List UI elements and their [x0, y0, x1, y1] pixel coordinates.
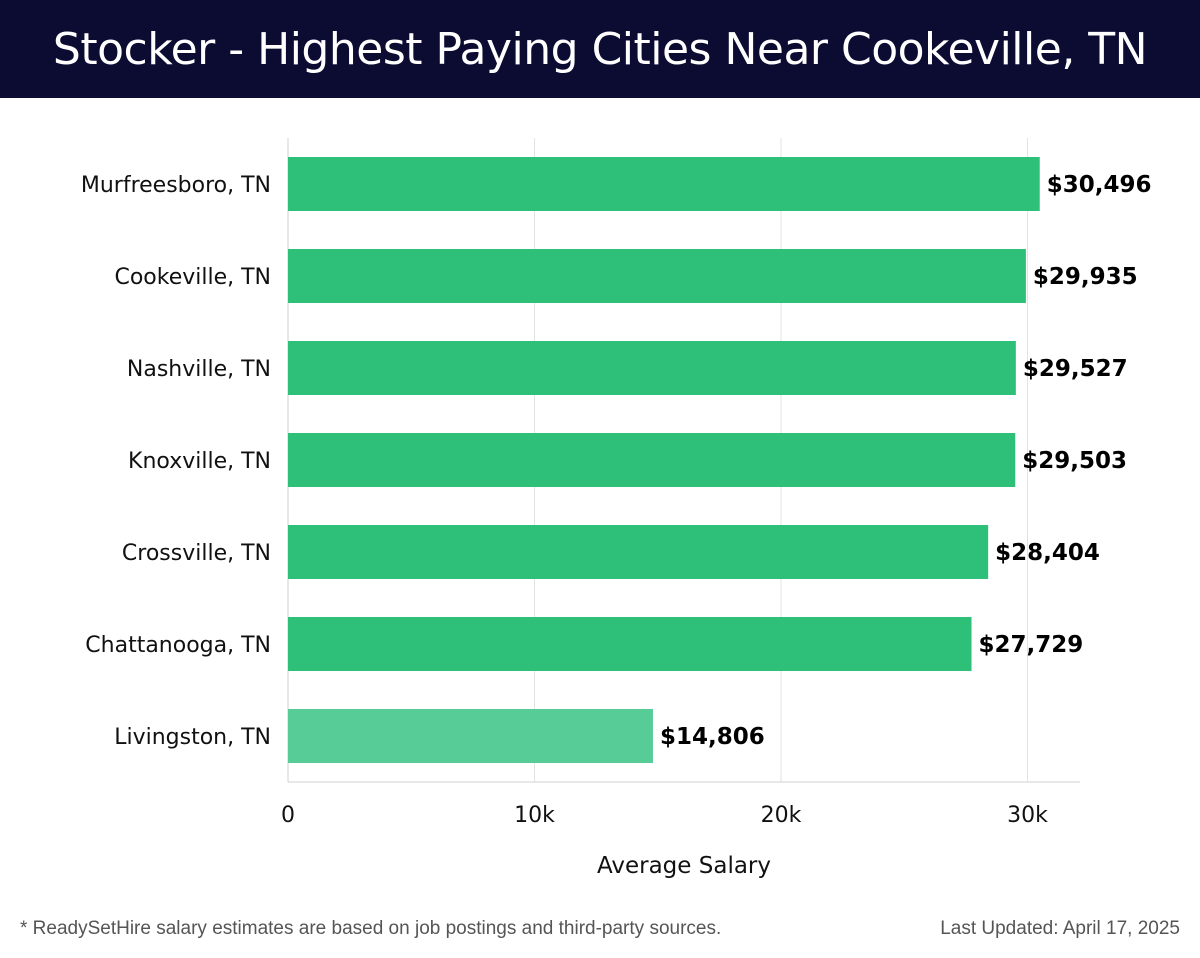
value-label: $29,935: [1033, 264, 1138, 290]
bar: [288, 709, 653, 763]
category-label: Nashville, TN: [127, 357, 271, 382]
chart-header: Stocker - Highest Paying Cities Near Coo…: [0, 0, 1200, 98]
bar: [288, 157, 1040, 211]
value-label: $30,496: [1047, 172, 1152, 198]
category-label: Knoxville, TN: [128, 449, 271, 474]
chart-title: Stocker - Highest Paying Cities Near Coo…: [52, 23, 1148, 75]
x-tick-label: 10k: [514, 803, 555, 828]
x-tick-label: 30k: [1007, 803, 1048, 828]
bar: [288, 525, 989, 579]
category-label: Murfreesboro, TN: [81, 173, 271, 198]
category-label: Livingston, TN: [114, 725, 271, 750]
x-tick-label: 0: [281, 803, 295, 828]
x-axis-title: Average Salary: [597, 853, 771, 879]
bar: [288, 617, 972, 671]
bar: [288, 433, 1016, 487]
bar: [288, 341, 1016, 395]
category-label: Crossville, TN: [122, 541, 271, 566]
category-label: Chattanooga, TN: [85, 633, 271, 658]
bar: [288, 249, 1026, 303]
value-label: $28,404: [995, 540, 1100, 566]
value-label: $14,806: [660, 724, 765, 750]
value-label: $27,729: [979, 632, 1084, 658]
value-label: $29,503: [1022, 448, 1127, 474]
value-label: $29,527: [1023, 356, 1128, 382]
footnote: * ReadySetHire salary estimates are base…: [20, 918, 722, 939]
category-label: Cookeville, TN: [114, 265, 271, 290]
last-updated: Last Updated: April 17, 2025: [940, 918, 1180, 939]
bar-chart: Murfreesboro, TN $30,496 Cookeville, TN $29…: [81, 138, 1152, 879]
x-tick-label: 20k: [761, 803, 802, 828]
